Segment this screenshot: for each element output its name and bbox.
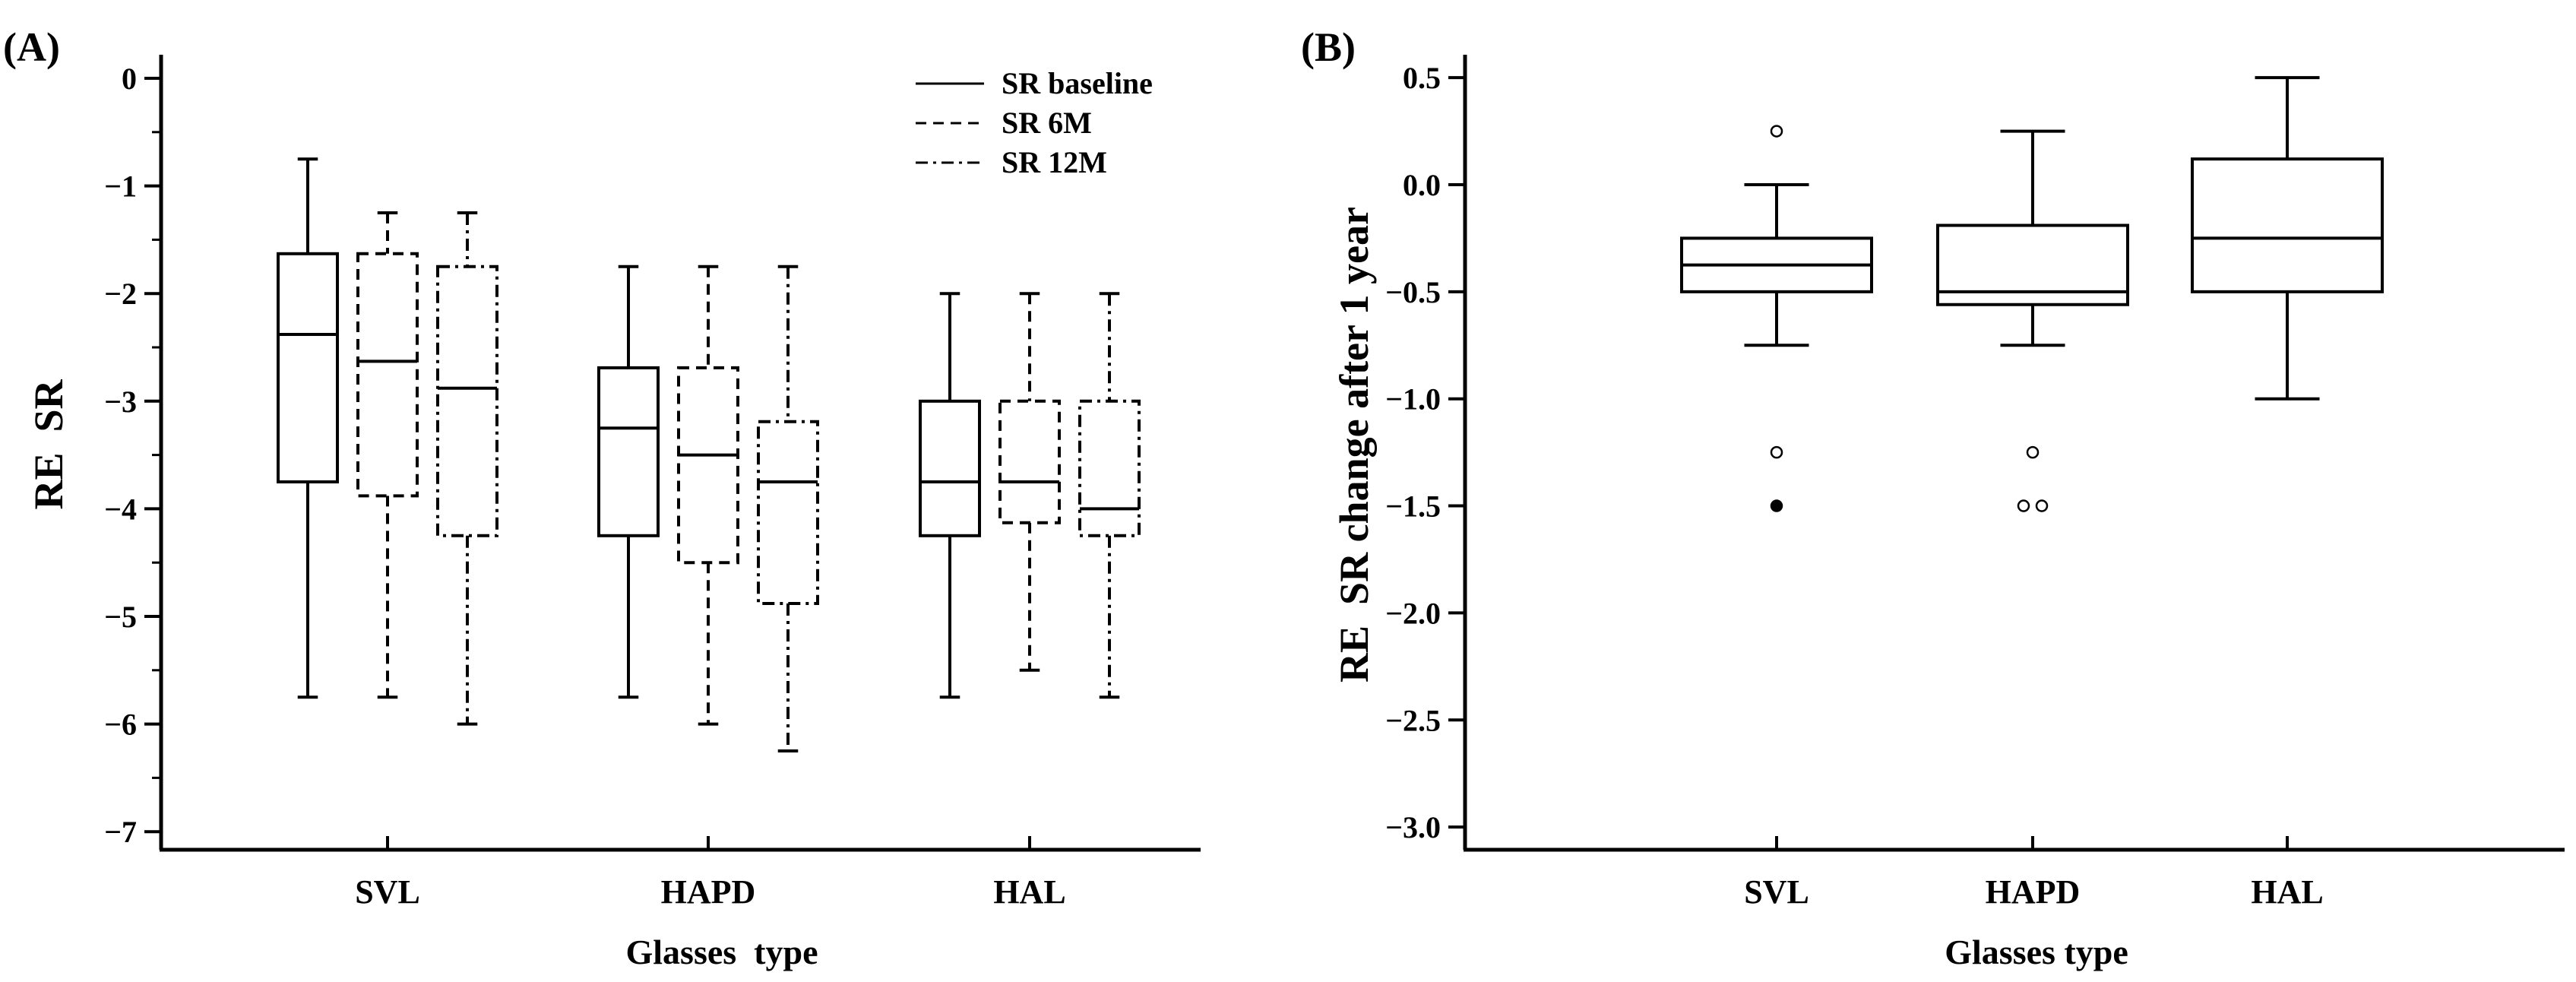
- legend-label: SR 6M: [1002, 106, 1092, 140]
- box-hapd-series-1: [677, 265, 739, 726]
- legend-label: SR baseline: [1002, 66, 1153, 100]
- panel-a-x-tick-label: SVL: [355, 873, 420, 911]
- panel-a-legend: SR baseline SR 6M SR 12M: [916, 66, 1153, 179]
- panel-a-x-tick-label: HAPD: [661, 873, 756, 911]
- iqr-box: [277, 252, 339, 483]
- panel-a-boxes: [277, 157, 1141, 752]
- box-svl-series-0: [277, 157, 339, 699]
- iqr-box: [356, 252, 419, 498]
- panel-a-axes: 0 −1 −2 −3 −4 −5 −6 −7 SVL HAPD HAL: [104, 55, 1201, 911]
- outlier-point: [1770, 499, 1783, 512]
- box-svl-series-2: [436, 211, 498, 726]
- panel-b-x-tick-label: SVL: [1744, 873, 1809, 911]
- box-hal-series-1: [998, 292, 1061, 672]
- box-hal: [2191, 76, 2384, 401]
- panel-a: (A) RE SR Glasses type 0 −1 −2 −3 −4 −5 −6 −7 SV…: [3, 24, 1201, 971]
- panel-b-boxes: [1680, 76, 2384, 512]
- box-hal-series-0: [919, 292, 981, 699]
- box-hal-series-2: [1078, 292, 1141, 699]
- panel-b-y-tick-label: −2.0: [1385, 596, 1441, 630]
- panel-a-y-tick-label: −1: [104, 169, 137, 204]
- panel-b: (B) RE SR change after 1 year Glasses ty…: [1301, 24, 2565, 971]
- outlier-point: [1770, 125, 1783, 138]
- panel-b-y-tick-label: −1.5: [1385, 489, 1441, 524]
- panel-b-y-tick-label: 0.0: [1403, 168, 1441, 202]
- box-svl: [1680, 125, 1873, 512]
- panel-b-label: (B): [1301, 24, 1356, 70]
- iqr-box: [677, 366, 739, 565]
- panel-a-x-axis-title: Glasses type: [626, 933, 818, 971]
- iqr-box: [436, 265, 498, 537]
- panel-b-y-tick-label: −0.5: [1385, 275, 1441, 309]
- iqr-box: [1078, 399, 1141, 537]
- iqr-box: [757, 420, 819, 606]
- box-hapd: [1936, 129, 2129, 512]
- panel-b-x-tick-label: HAPD: [1986, 873, 2081, 911]
- panel-b-y-axis-title: RE SR change after 1 year: [1331, 207, 1377, 683]
- panel-a-y-axis-title: RE SR: [26, 379, 71, 509]
- iqr-box: [597, 366, 660, 537]
- outlier-point: [1770, 445, 1783, 459]
- box-svl-series-1: [356, 211, 419, 699]
- box-hapd-series-0: [597, 265, 660, 699]
- panel-b-y-tick-label: 0.5: [1403, 61, 1441, 95]
- panel-a-y-tick-label: −5: [104, 600, 137, 634]
- box-hapd-series-2: [757, 265, 819, 752]
- iqr-box: [1936, 223, 2129, 306]
- panel-b-y-tick-label: −2.5: [1385, 703, 1441, 737]
- panel-a-y-tick-label: −6: [104, 708, 137, 742]
- panel-b-x-tick-label: HAL: [2251, 873, 2323, 911]
- iqr-box: [998, 399, 1061, 524]
- outlier-point: [2017, 499, 2030, 512]
- panel-b-y-tick-label: −3.0: [1385, 810, 1441, 844]
- panel-b-axes: 0.5 0.0 −0.5 −1.0 −1.5 −2.0 −2.5 −3.0 SVL HAPD HAL: [1385, 55, 2565, 911]
- panel-a-y-tick-label: −3: [104, 385, 137, 419]
- iqr-box: [919, 399, 981, 537]
- panel-a-y-tick-label: 0: [122, 62, 137, 96]
- outlier-point: [2026, 445, 2040, 459]
- iqr-box: [2191, 157, 2384, 293]
- panel-b-x-axis-title: Glasses type: [1945, 933, 2128, 971]
- legend-label: SR 12M: [1002, 145, 1107, 179]
- panel-a-x-tick-label: HAL: [993, 873, 1065, 911]
- outlier-point: [2035, 499, 2049, 512]
- panel-a-y-tick-label: −7: [104, 815, 137, 849]
- panel-a-y-tick-label: −2: [104, 277, 137, 311]
- panel-a-label: (A): [3, 24, 60, 70]
- panel-a-y-tick-label: −4: [104, 492, 137, 526]
- panel-b-y-tick-label: −1.0: [1385, 382, 1441, 417]
